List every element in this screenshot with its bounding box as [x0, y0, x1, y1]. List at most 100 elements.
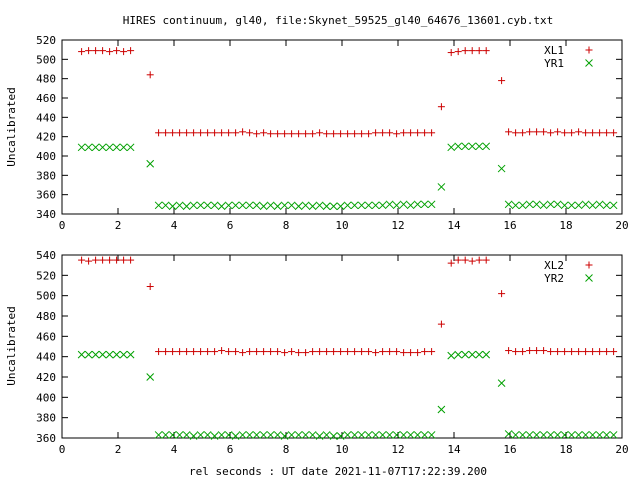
data-point-yr2 [427, 431, 436, 439]
data-point-yr2 [567, 431, 576, 439]
data-point-xl1 [344, 130, 352, 138]
data-point-xl1 [281, 130, 289, 138]
data-point-xl2 [505, 347, 513, 355]
data-point-yr2 [468, 350, 477, 359]
data-point-yr1 [224, 201, 233, 210]
data-point-xl2 [120, 256, 128, 264]
data-point-xl1 [358, 130, 366, 138]
data-point-yr2 [539, 431, 548, 439]
upper-y-tick-label: 380 [36, 169, 56, 182]
data-point-yr2 [406, 431, 415, 439]
data-point-xl2 [232, 348, 240, 356]
data-point-xl1 [146, 71, 154, 79]
data-point-xl1 [461, 47, 469, 55]
data-point-yr2 [336, 432, 345, 440]
data-point-xl1 [127, 47, 135, 55]
data-point-yr2 [461, 350, 470, 359]
data-point-yr1 [245, 201, 254, 210]
data-point-xl1 [190, 129, 198, 137]
data-point-xl2 [218, 347, 226, 355]
data-point-xl1 [295, 130, 303, 138]
data-point-yr1 [77, 143, 86, 152]
lower-legend-marker-yr2 [585, 274, 593, 282]
data-point-xl1 [169, 129, 177, 137]
data-point-xl2 [99, 256, 107, 264]
lower-y-tick-label: 420 [36, 371, 56, 384]
data-point-xl2 [85, 257, 93, 265]
data-point-yr1 [154, 201, 163, 210]
data-point-xl2 [400, 349, 408, 357]
data-point-yr1 [511, 201, 520, 210]
data-point-yr1 [406, 201, 415, 210]
data-point-xl1 [372, 129, 380, 137]
data-point-xl2 [582, 348, 590, 356]
data-point-yr1 [301, 201, 310, 210]
data-point-yr2 [182, 431, 191, 439]
lower-legend-marker-xl2 [585, 261, 593, 269]
data-point-xl2 [589, 348, 597, 356]
lower-y-tick-label: 540 [36, 249, 56, 262]
data-point-yr1 [98, 143, 107, 152]
upper-y-tick-label: 460 [36, 92, 56, 105]
data-point-yr2 [329, 432, 338, 440]
data-point-yr1 [315, 201, 324, 210]
data-point-yr2 [343, 431, 352, 439]
upper-x-tick-label: 2 [115, 219, 122, 232]
data-point-xl2 [379, 348, 387, 356]
data-point-yr1 [259, 202, 268, 211]
data-point-xl2 [482, 256, 490, 264]
data-point-yr1 [308, 202, 317, 211]
data-point-xl2 [351, 348, 359, 356]
data-point-yr2 [245, 431, 254, 439]
data-point-xl1 [582, 129, 590, 137]
lower-y-tick-label: 380 [36, 412, 56, 425]
data-point-yr1 [482, 142, 491, 151]
lower-x-tick-label: 12 [391, 443, 404, 456]
data-point-xl1 [120, 48, 128, 56]
data-point-yr1 [112, 143, 121, 152]
data-point-xl2 [309, 348, 317, 356]
data-point-yr1 [560, 201, 569, 210]
data-point-xl2 [437, 320, 445, 328]
data-point-yr2 [447, 351, 456, 360]
data-point-xl1 [351, 130, 359, 138]
data-point-yr1 [413, 200, 422, 209]
data-point-yr2 [602, 431, 611, 439]
data-point-xl1 [99, 47, 107, 55]
data-point-xl2 [421, 348, 429, 356]
data-point-yr1 [602, 201, 611, 210]
data-point-yr2 [595, 431, 604, 439]
data-point-yr2 [518, 431, 527, 439]
data-point-xl1 [309, 130, 317, 138]
data-point-yr1 [287, 201, 296, 210]
data-point-yr1 [343, 201, 352, 210]
lower-plot: Uncalibrated 0 2 4 6 8 10 12 14 16 18 20 360 380 400 4… [5, 249, 629, 456]
data-point-xl1 [288, 130, 296, 138]
lower-y-tick-label: 480 [36, 310, 56, 323]
data-point-xl1 [323, 130, 331, 138]
lower-series-xl2 [78, 256, 618, 357]
data-point-xl2 [176, 348, 184, 356]
data-point-xl1 [561, 129, 569, 137]
data-point-xl2 [358, 348, 366, 356]
data-point-xl1 [337, 130, 345, 138]
data-point-xl1 [365, 130, 373, 138]
data-point-xl1 [498, 77, 506, 85]
data-point-yr2 [588, 431, 597, 439]
data-point-xl2 [393, 348, 401, 356]
data-point-xl2 [190, 348, 198, 356]
data-point-yr2 [287, 431, 296, 439]
data-point-yr2 [308, 431, 317, 439]
data-point-yr2 [84, 350, 93, 359]
data-point-yr2 [175, 431, 184, 439]
lower-y-tick-label: 440 [36, 351, 56, 364]
data-point-yr1 [189, 201, 198, 210]
data-point-xl1 [85, 47, 93, 55]
upper-x-tick-label: 10 [335, 219, 348, 232]
data-point-yr1 [475, 142, 484, 151]
data-point-yr2 [315, 432, 324, 440]
data-point-yr1 [357, 201, 366, 210]
data-point-yr2 [581, 431, 590, 439]
data-point-xl1 [260, 129, 268, 137]
data-point-yr2 [378, 431, 387, 439]
